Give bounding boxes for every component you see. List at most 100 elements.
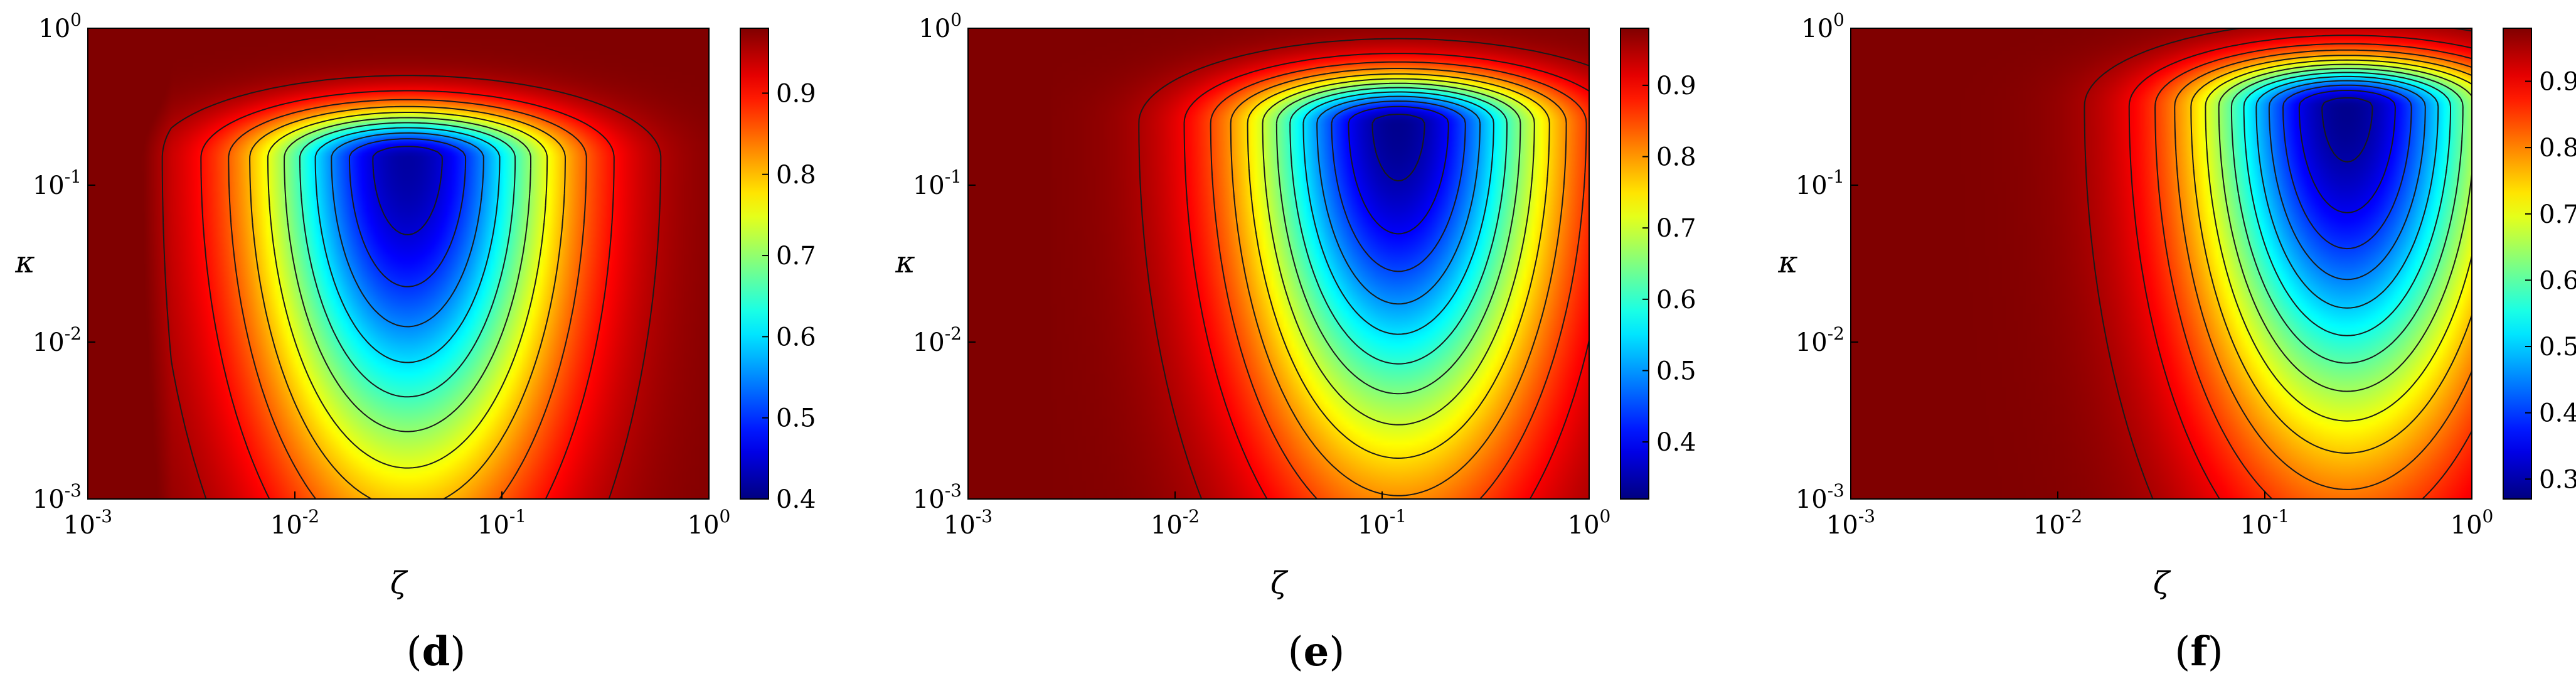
panel-label: (d) bbox=[407, 628, 466, 675]
y-tick-label: 10-2 bbox=[33, 323, 82, 357]
colorbar-tick-label: 0.9 bbox=[776, 79, 816, 108]
contours-f bbox=[2084, 28, 2472, 500]
x-tick-label: 10-2 bbox=[270, 506, 319, 540]
colorbar-tick-label: 0.5 bbox=[1656, 357, 1696, 385]
y-tick-label: 10-2 bbox=[913, 323, 962, 357]
contour-line bbox=[2154, 43, 2472, 500]
y-axis-label: κ bbox=[895, 245, 915, 280]
contour-line bbox=[2255, 75, 2439, 309]
y-tick-label: 10-3 bbox=[33, 480, 82, 514]
colorbar-tick-label: 0.7 bbox=[1656, 214, 1696, 243]
contour-line bbox=[314, 127, 501, 363]
colorbar-tick-label: 0.6 bbox=[776, 323, 816, 351]
x-tick-label: 10-3 bbox=[63, 506, 112, 540]
contour-line bbox=[284, 117, 531, 432]
x-tick-label: 10-2 bbox=[1151, 506, 1200, 540]
panel-f: 10-3 10-2 10-1 100 10-3 10-2 10-1 100 ζ κ 0.3 0.4 0.… bbox=[1777, 9, 2576, 675]
contour-line bbox=[331, 132, 484, 328]
contour-line bbox=[299, 122, 516, 398]
x-axis-label: ζ bbox=[1270, 566, 1289, 601]
colorbar bbox=[2503, 28, 2532, 500]
contour-line bbox=[200, 90, 615, 500]
contour-line bbox=[1331, 100, 1466, 272]
contour-line bbox=[267, 112, 548, 469]
colorbar-tick-label: 0.8 bbox=[1656, 143, 1696, 172]
heatmap-f bbox=[1851, 28, 2472, 499]
colorbar-tick-label: 0.7 bbox=[776, 242, 816, 271]
x-tick-label: 100 bbox=[688, 506, 731, 540]
x-tick-label: 100 bbox=[1568, 506, 1611, 540]
contour-line bbox=[1316, 95, 1481, 305]
x-tick-label: 10-1 bbox=[1358, 506, 1407, 540]
colorbar-tick-label: 0.6 bbox=[2539, 266, 2576, 295]
x-axis-label: ζ bbox=[390, 566, 408, 601]
colorbar-tick-label: 0.3 bbox=[2539, 465, 2576, 494]
panel-label: (e) bbox=[1288, 628, 1345, 675]
contour-line bbox=[1289, 87, 1508, 365]
colorbar-tick-label: 0.5 bbox=[776, 404, 816, 433]
contour-line bbox=[2282, 84, 2412, 250]
plot-frame bbox=[967, 28, 1590, 500]
x-tick-label: 10-1 bbox=[477, 506, 526, 540]
contour-line bbox=[2205, 59, 2472, 422]
colorbar-tick-label: 0.6 bbox=[1656, 286, 1696, 314]
panel-e: 10-3 10-2 10-1 100 10-3 10-2 10-1 100 ζ κ 0.4 0.5 0.… bbox=[895, 9, 1696, 675]
colorbar-tick-label: 0.8 bbox=[776, 161, 816, 190]
contour-line bbox=[2190, 55, 2472, 454]
contour-line bbox=[1230, 68, 1567, 496]
contour-line bbox=[1210, 61, 1587, 500]
colorbar bbox=[1620, 28, 1649, 500]
colorbar-tick-label: 0.9 bbox=[2539, 68, 2576, 97]
colorbar bbox=[740, 28, 769, 500]
contour-line bbox=[2321, 97, 2373, 163]
plot-frame bbox=[1850, 28, 2472, 500]
x-tick-label: 10-1 bbox=[2240, 506, 2289, 540]
contour-line bbox=[1348, 105, 1449, 235]
y-axis-label: κ bbox=[14, 245, 35, 280]
contour-line bbox=[161, 75, 662, 500]
x-axis-label: ζ bbox=[2153, 566, 2171, 601]
contour-line bbox=[2298, 90, 2396, 213]
contour-line bbox=[1262, 78, 1535, 426]
heatmap-d bbox=[88, 28, 709, 499]
y-tick-label: 10-3 bbox=[1796, 480, 1844, 514]
contours-e bbox=[1138, 38, 1590, 500]
y-tick-label: 10-1 bbox=[1796, 166, 1844, 200]
contour-line bbox=[228, 99, 587, 500]
contour-line bbox=[1183, 53, 1590, 500]
panel-d: 10-3 10-2 10-1 100 10-3 10-2 10-1 100 ζ κ 0.4 0.5 0.… bbox=[14, 9, 816, 675]
colorbar-tick-label: 0.9 bbox=[1656, 72, 1696, 100]
colorbar-tick-label: 0.7 bbox=[2539, 200, 2576, 229]
contour-line bbox=[2128, 35, 2472, 500]
colorbar-tick-label: 0.4 bbox=[1656, 428, 1696, 457]
y-tick-label: 10-1 bbox=[33, 166, 82, 200]
contour-line bbox=[2084, 28, 2472, 500]
y-tick-label: 10-2 bbox=[1796, 323, 1844, 357]
contour-line bbox=[348, 138, 467, 287]
y-tick-label: 100 bbox=[1801, 9, 1844, 43]
contour-line bbox=[2243, 72, 2451, 336]
contour-line bbox=[1302, 91, 1494, 335]
x-tick-label: 10-3 bbox=[944, 506, 993, 540]
y-axis-label: κ bbox=[1777, 245, 1797, 280]
contour-line bbox=[1138, 38, 1590, 500]
contour-line bbox=[2174, 49, 2472, 490]
contours-d bbox=[161, 75, 662, 500]
contour-line bbox=[372, 146, 443, 235]
y-tick-label: 10-3 bbox=[913, 480, 962, 514]
contour-line bbox=[249, 105, 566, 500]
colorbar-tick-label: 0.5 bbox=[2539, 333, 2576, 362]
x-tick-label: 10-2 bbox=[2033, 506, 2082, 540]
y-tick-label: 10-1 bbox=[913, 166, 962, 200]
plot-frame bbox=[87, 28, 710, 500]
colorbar-tick-label: 0.4 bbox=[776, 485, 816, 514]
y-tick-label: 100 bbox=[918, 9, 962, 43]
panel-label: (f) bbox=[2174, 628, 2223, 675]
contour-line bbox=[2230, 68, 2464, 364]
colorbar-tick-label: 0.4 bbox=[2539, 399, 2576, 428]
y-tick-label: 100 bbox=[38, 9, 82, 43]
colorbar-tick-label: 0.8 bbox=[2539, 134, 2576, 163]
x-tick-label: 100 bbox=[2451, 506, 2494, 540]
contour-line bbox=[1247, 73, 1550, 459]
